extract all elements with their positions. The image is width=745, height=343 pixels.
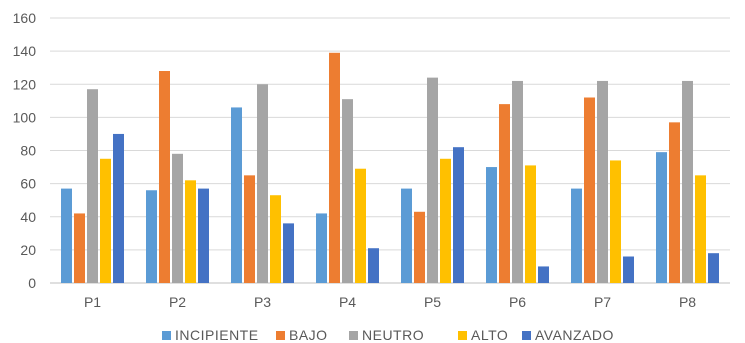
bar-alto-p2: [185, 180, 196, 283]
x-tick-label: P6: [509, 294, 526, 310]
y-tick-label: 160: [13, 10, 37, 26]
bar-neutro-p2: [172, 153, 183, 283]
legend-label: ALTO: [471, 327, 508, 343]
y-axis-tick-labels: 0 20 40 60 80 100 120 140 160: [13, 10, 37, 291]
y-tick-label: 0: [28, 275, 36, 291]
bar-neutro-p7: [597, 80, 608, 283]
legend-item-avanzado: AVANZADO: [522, 327, 614, 343]
bar-avanzado-p3: [283, 223, 294, 283]
legend-item-incipiente: INCIPIENTE: [162, 327, 259, 343]
legend-swatch: [349, 331, 358, 340]
bar-neutro-p5: [427, 77, 438, 283]
x-tick-label: P5: [424, 294, 441, 310]
bar-incipiente-p3: [231, 107, 242, 283]
bar-avanzado-p8: [708, 253, 719, 283]
legend-swatch: [458, 331, 467, 340]
bar-neutro-p6: [512, 80, 523, 283]
legend-label: NEUTRO: [362, 327, 424, 343]
legend-item-alto: ALTO: [458, 327, 508, 343]
bar-avanzado-p6: [538, 266, 549, 283]
legend-swatch: [522, 331, 531, 340]
bar-bajo-p2: [159, 71, 170, 283]
bar-incipiente-p8: [656, 152, 667, 283]
bar-alto-p8: [695, 175, 706, 283]
bar-neutro-p8: [682, 80, 693, 283]
bar-alto-p6: [525, 165, 536, 283]
bar-avanzado-p2: [198, 188, 209, 283]
bar-incipiente-p2: [146, 190, 157, 283]
legend-swatch: [276, 331, 285, 340]
bar-bajo-p7: [584, 97, 595, 283]
bar-avanzado-p1: [113, 133, 124, 283]
legend-label: BAJO: [289, 327, 328, 343]
y-tick-label: 60: [20, 176, 36, 192]
bar-alto-p4: [355, 168, 366, 283]
y-tick-label: 80: [20, 143, 36, 159]
bars: [61, 52, 719, 283]
bar-incipiente-p4: [316, 213, 327, 283]
y-tick-label: 120: [13, 76, 37, 92]
bar-incipiente-p1: [61, 188, 72, 283]
bar-bajo-p6: [499, 104, 510, 283]
legend-item-bajo: BAJO: [276, 327, 328, 343]
legend-label: AVANZADO: [535, 327, 614, 343]
x-tick-label: P3: [254, 294, 271, 310]
legend-swatch: [162, 331, 171, 340]
y-tick-label: 20: [20, 242, 36, 258]
bar-incipiente-p7: [571, 188, 582, 283]
x-tick-label: P1: [84, 294, 101, 310]
bar-neutro-p4: [342, 99, 353, 283]
x-tick-label: P7: [594, 294, 611, 310]
bar-bajo-p5: [414, 211, 425, 283]
bar-alto-p1: [100, 158, 111, 283]
legend-item-neutro: NEUTRO: [349, 327, 424, 343]
x-tick-label: P4: [339, 294, 356, 310]
bar-bajo-p1: [74, 213, 85, 283]
bar-bajo-p8: [669, 122, 680, 283]
x-tick-label: P8: [679, 294, 696, 310]
bar-alto-p3: [270, 195, 281, 283]
bar-avanzado-p5: [453, 147, 464, 283]
bar-neutro-p3: [257, 84, 268, 283]
y-tick-label: 140: [13, 43, 37, 59]
bar-incipiente-p6: [486, 167, 497, 283]
x-tick-label: P2: [169, 294, 186, 310]
legend-label: INCIPIENTE: [175, 327, 259, 343]
bar-incipiente-p5: [401, 188, 412, 283]
bar-alto-p5: [440, 158, 451, 283]
x-axis-tick-labels: P1 P2 P3 P4 P5 P6 P7 P8: [84, 294, 696, 310]
bar-avanzado-p7: [623, 256, 634, 283]
y-tick-label: 40: [20, 209, 36, 225]
bar-neutro-p1: [87, 89, 98, 283]
legend: INCIPIENTE BAJO NEUTRO ALTO AVANZADO: [162, 327, 614, 343]
bar-avanzado-p4: [368, 248, 379, 283]
bar-alto-p7: [610, 160, 621, 283]
bar-bajo-p3: [244, 175, 255, 283]
bar-bajo-p4: [329, 52, 340, 283]
y-tick-label: 100: [13, 109, 37, 125]
